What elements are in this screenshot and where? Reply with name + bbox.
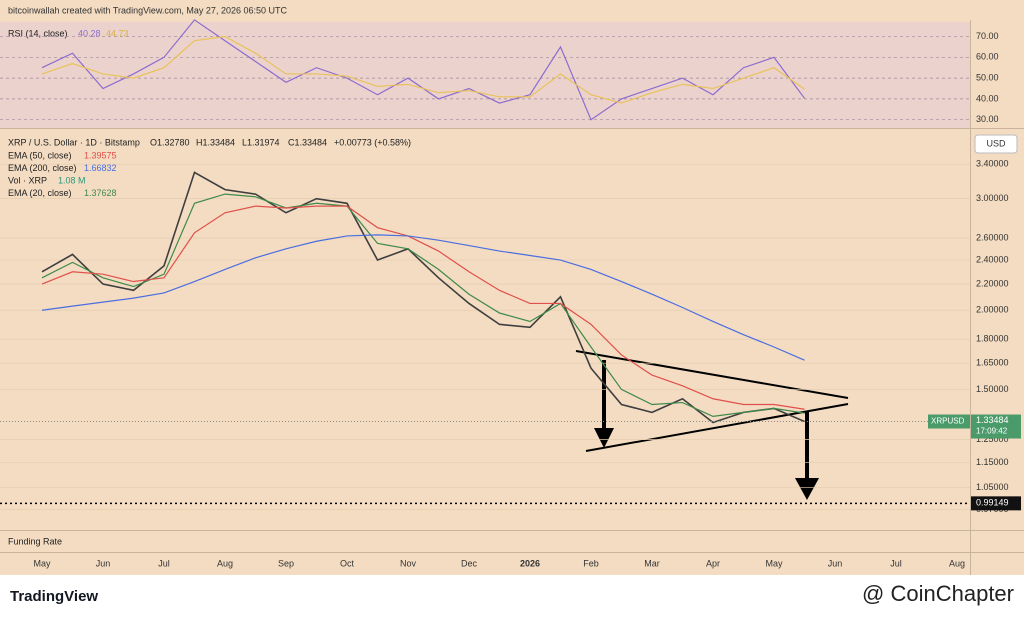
- series-line: [41, 35, 805, 104]
- last-price: 1.33484: [976, 415, 1009, 425]
- support-label: 0.99149: [976, 498, 1009, 508]
- y-tick-label: 30.00: [976, 114, 999, 124]
- indicator-value: 1.39575: [84, 150, 117, 160]
- y-tick-label: 3.00000: [976, 193, 1009, 203]
- x-tick-label: Feb: [583, 558, 599, 568]
- x-tick-label: Aug: [949, 558, 965, 568]
- footer-bar: [0, 575, 1024, 619]
- series-line: [41, 205, 805, 410]
- x-tick-label: May: [765, 558, 783, 568]
- support-tag: [971, 496, 1021, 511]
- y-tick-label: 2.20000: [976, 278, 1009, 288]
- x-tick-label: Mar: [644, 558, 660, 568]
- y-tick-label: 50.00: [976, 72, 999, 82]
- y-tick-label: 70.00: [976, 31, 999, 41]
- x-tick-label: Jul: [890, 558, 902, 568]
- watermark: @ CoinChapter: [862, 581, 1014, 606]
- y-tick-label: 2.00000: [976, 305, 1009, 315]
- currency-box: [974, 134, 1018, 154]
- indicator-value: 1.66832: [84, 163, 117, 173]
- ohlc-legend: XRP / U.S. Dollar · 1D · Bitstamp O1.3278…: [8, 137, 411, 147]
- symbol: XRPUSD: [931, 417, 965, 426]
- indicator-value: 1.08 M: [58, 175, 86, 185]
- x-tick-label: Dec: [461, 558, 478, 568]
- arrow-head: [795, 478, 819, 500]
- rsi-ma-value: 44.73: [106, 28, 129, 38]
- rsi-title: RSI (14, close): [8, 28, 68, 38]
- ohlc-value: +0.00773 (+0.58%): [334, 137, 411, 147]
- x-tick-label: Nov: [400, 558, 417, 568]
- x-tick-label: Apr: [706, 558, 720, 568]
- y-tick-label: 2.60000: [976, 232, 1009, 242]
- price-tag: [971, 414, 1021, 439]
- currency: USD: [986, 138, 1006, 148]
- triangle-upper: [575, 350, 849, 399]
- indicator-name: EMA (20, close): [8, 188, 72, 198]
- series-line: [41, 193, 805, 417]
- countdown: 17:09:42: [976, 427, 1008, 436]
- y-tick-label: 60.00: [976, 52, 999, 62]
- indicator-value: 1.37628: [84, 188, 117, 198]
- x-tick-label: Aug: [217, 558, 233, 568]
- symbol-title: XRP / U.S. Dollar · 1D · Bitstamp: [8, 137, 140, 147]
- ohlc-value: C1.33484: [288, 137, 327, 147]
- rsi-pane: [0, 22, 970, 128]
- y-tick-label: 3.40000: [976, 159, 1009, 169]
- y-tick-label: 1.15000: [976, 457, 1009, 467]
- arrow-head: [594, 428, 614, 448]
- x-tick-label: Jun: [828, 558, 843, 568]
- header: bitcoinwallah created with TradingView.c…: [8, 5, 287, 15]
- rsi-value: 40.28: [78, 28, 101, 38]
- indicator-legend: EMA (50, close) 1.39575 EMA (200, close) 1.…: [8, 150, 117, 198]
- indicator-name: EMA (200, close): [8, 163, 77, 173]
- x-tick-label: Jun: [96, 558, 111, 568]
- series-line: [41, 171, 805, 424]
- x-tick-label: Oct: [340, 558, 355, 568]
- x-tick-label: Sep: [278, 558, 294, 568]
- series-line: [41, 234, 805, 361]
- brand: TradingView: [10, 588, 98, 605]
- y-tick-label: 1.25000: [976, 434, 1009, 444]
- x-tick-label: Jul: [158, 558, 170, 568]
- ohlc-value: H1.33484: [196, 137, 235, 147]
- y-tick-label: 1.50000: [976, 384, 1009, 394]
- ohlc-value: L1.31974: [242, 137, 280, 147]
- y-tick-label: 2.40000: [976, 254, 1009, 264]
- ohlc-value: O1.32780: [150, 137, 190, 147]
- funding-label: Funding Rate: [8, 536, 62, 546]
- x-tick-label: May: [33, 558, 51, 568]
- symbol-tag: [928, 414, 970, 429]
- indicator-name: EMA (50, close): [8, 150, 72, 160]
- triangle-lower: [585, 403, 849, 452]
- y-tick-label: 1.65000: [976, 358, 1009, 368]
- indicator-name: Vol · XRP: [8, 175, 47, 185]
- y-tick-label: 1.80000: [976, 334, 1009, 344]
- y-tick-label: 1.05000: [976, 482, 1009, 492]
- x-tick-label: 2026: [520, 558, 540, 568]
- y-tick-label: 40.00: [976, 93, 999, 103]
